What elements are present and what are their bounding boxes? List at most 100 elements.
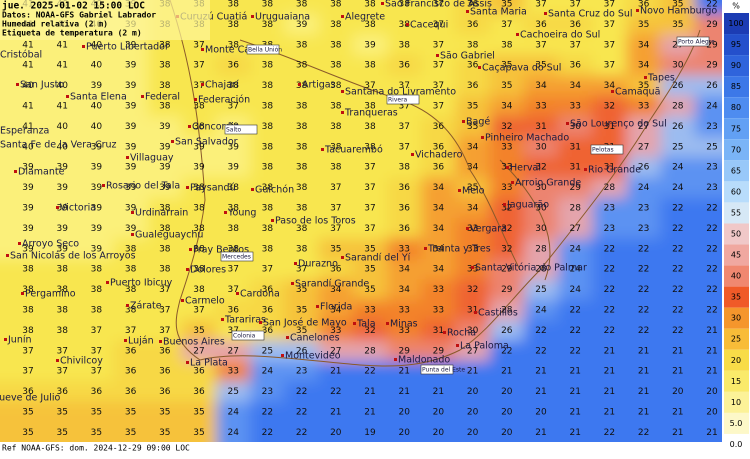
value-label: 31 [604,163,615,173]
value-label: 41 [22,61,33,71]
cell [352,0,389,16]
cell [45,340,81,362]
cell [592,0,628,16]
cell [421,157,457,179]
value-label: 30 [535,142,547,152]
value-label: 38 [467,40,479,50]
value-label: 37 [159,285,170,295]
cell [694,75,722,97]
colorbar-label: 70 [731,145,741,154]
cell [558,116,594,138]
cell [284,401,320,424]
value-label: 22 [706,244,717,254]
value-label: 39 [193,163,205,173]
borders [169,0,701,367]
value-label: 21 [604,367,615,377]
place-dot [381,2,384,5]
cell [113,75,149,97]
place-dot [316,305,319,308]
value-label: 38 [262,61,274,71]
place-box [224,124,258,135]
colorbar-label: 10 [731,398,741,407]
cell [284,116,320,138]
cell [489,75,525,97]
value-label: 38 [501,40,513,50]
value-label: 20 [706,408,718,418]
value-label: 39 [125,81,137,91]
value-label: 35 [193,428,204,438]
value-label: 39 [22,183,34,193]
cell [387,361,423,383]
value-label: 36 [227,61,239,71]
cell [147,75,183,97]
colorbar-swatch [724,433,749,455]
value-label: 35 [22,428,33,438]
place-dot [566,122,569,125]
cell [694,0,722,16]
place-label: San José de Mayo [263,318,347,329]
value-label: 35 [467,122,478,132]
cell [318,177,354,199]
cell [660,340,696,362]
place-dot [82,45,85,48]
cell [113,177,149,199]
place-dot [186,268,189,271]
cell [421,136,457,158]
colorbar-label: 35 [731,293,741,302]
value-label: 22 [604,306,615,316]
cell [147,55,183,77]
value-label: 36 [398,61,410,71]
cell [660,197,696,220]
value-label: 37 [433,61,444,71]
value-label: 39 [125,163,137,173]
cell [181,320,218,342]
place-label: Chivilcoy [60,356,103,367]
cell [523,197,560,220]
value-label: 20 [501,428,513,438]
value-label: 39 [159,183,171,193]
place-label: Tapes [647,73,675,84]
cell [45,238,81,260]
value-label: 35 [22,408,33,418]
value-label: 37 [227,285,238,295]
value-label: 20 [535,408,547,418]
header-variable: Humedad relativa (2 m) [2,19,108,29]
value-label: 38 [262,163,274,173]
cell [0,197,47,220]
place-dot [188,125,191,128]
value-label: 22 [296,428,307,438]
value-label: 22 [604,428,615,438]
value-label: 22 [638,306,649,316]
place-dot [102,184,105,187]
value-label: 35 [535,61,546,71]
value-label: 30 [569,122,581,132]
cell [45,95,81,118]
cell [455,320,491,342]
value-label: 37 [433,20,444,30]
value-label: 36 [398,204,410,214]
cell [660,0,696,16]
cell [523,361,560,383]
cell [0,116,47,138]
cell [113,116,149,138]
value-label: 39 [22,244,34,254]
cell [387,320,423,342]
value-label: 20 [467,428,479,438]
value-label: 41 [56,61,67,71]
value-label: 37 [433,102,444,112]
value-label: 34 [638,61,650,71]
cell [216,259,252,281]
cell [79,75,115,97]
value-label: 35 [56,428,67,438]
cell [318,299,354,322]
place-label: Herval [510,163,541,174]
cell [79,197,115,220]
header-source: Datos: NOAA-GFS Gabriel Labrador [2,10,156,20]
cell [284,340,320,362]
value-label: 33 [501,183,512,193]
cell [489,116,525,138]
value-label: 28 [569,204,581,214]
cell [79,299,115,322]
cell [147,259,183,281]
